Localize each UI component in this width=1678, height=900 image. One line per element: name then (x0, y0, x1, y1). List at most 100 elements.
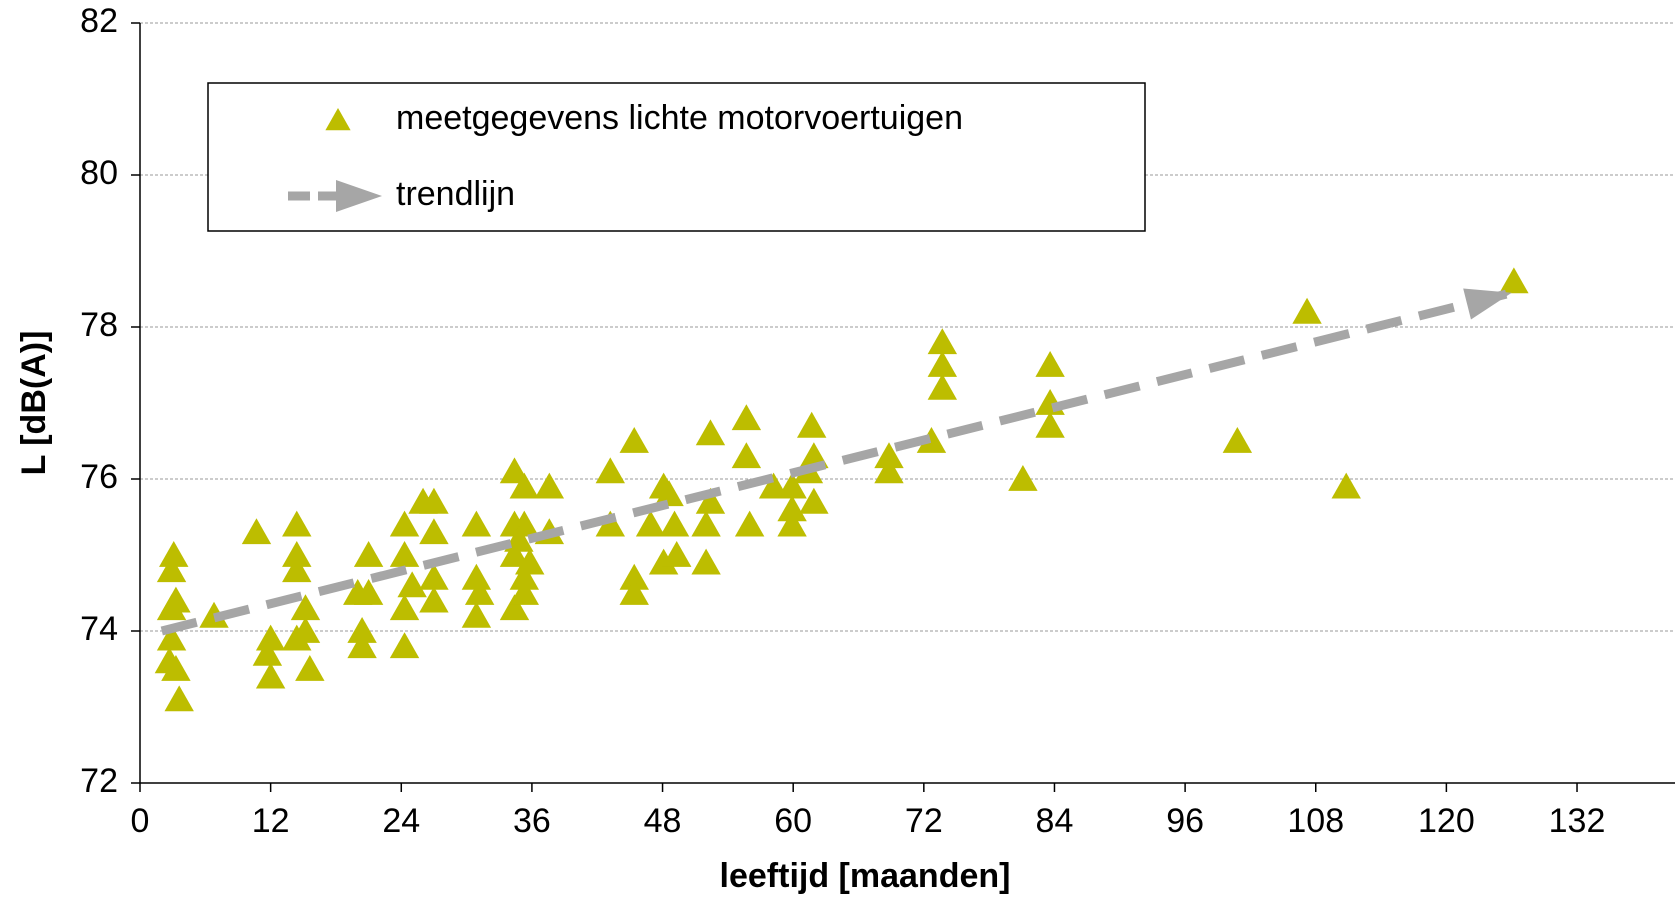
y-tick-label: 82 (80, 2, 118, 40)
data-point (662, 541, 692, 567)
data-point (777, 510, 807, 537)
legend-arrow (336, 180, 382, 212)
data-point (734, 510, 765, 537)
x-tick-label: 36 (513, 802, 551, 840)
data-point (161, 586, 191, 613)
data-point (282, 541, 312, 567)
data-point (695, 487, 726, 514)
x-tick-label: 0 (131, 802, 150, 840)
x-tick-label: 72 (905, 802, 943, 840)
legend: meetgegevens lichte motorvoertuigen trend… (207, 82, 1146, 232)
x-tick-label: 48 (644, 802, 682, 840)
data-point (691, 510, 721, 537)
y-tick-label: 78 (80, 306, 118, 344)
data-point (347, 617, 377, 643)
x-tick-label: 84 (1036, 802, 1074, 840)
data-point (1035, 411, 1065, 438)
x-tick-label: 132 (1549, 802, 1606, 840)
data-point (695, 419, 726, 446)
data-point (282, 556, 312, 583)
data-point (343, 579, 373, 605)
data-point (252, 639, 283, 666)
data-point (353, 541, 384, 567)
data-point (1499, 267, 1529, 294)
data-point (504, 525, 534, 552)
data-point (619, 427, 649, 453)
data-point (461, 563, 492, 590)
data-point (758, 472, 789, 499)
data-point (635, 510, 666, 537)
data-point (389, 632, 420, 659)
y-tick-label: 80 (80, 154, 118, 192)
data-point (777, 495, 807, 522)
data-point (1008, 465, 1038, 491)
x-tick-label: 96 (1166, 802, 1204, 840)
data-point (290, 594, 321, 621)
x-tick-label: 12 (252, 802, 290, 840)
data-point (1331, 472, 1361, 499)
x-tick-label: 120 (1418, 802, 1475, 840)
x-tick-label: 24 (382, 802, 420, 840)
data-point (156, 556, 187, 583)
y-tick-label: 76 (80, 458, 118, 496)
legend-label: trendlijn (396, 175, 515, 213)
data-point (874, 442, 904, 469)
data-point (461, 510, 492, 537)
x-tick-label: 108 (1287, 802, 1344, 840)
data-point (799, 487, 829, 514)
data-point (389, 594, 420, 621)
data-point (461, 601, 492, 628)
data-point (419, 487, 449, 514)
data-point (419, 563, 449, 590)
data-point (159, 541, 189, 567)
data-point (509, 472, 539, 499)
trend-line (160, 288, 1513, 636)
data-point (654, 480, 684, 507)
data-point (874, 457, 904, 484)
data-point (595, 510, 625, 537)
data-point (347, 632, 377, 659)
data-point (509, 579, 539, 605)
data-point (796, 411, 827, 438)
data-point (389, 541, 420, 567)
data-point (164, 685, 194, 712)
data-point (927, 328, 958, 355)
data-point (499, 457, 530, 484)
data-point (777, 472, 807, 499)
data-point (731, 404, 762, 431)
data-point (255, 624, 286, 651)
data-point (1035, 351, 1065, 377)
data-point (534, 472, 565, 499)
trend-arrow (1463, 288, 1512, 320)
data-point (295, 655, 325, 681)
data-point (156, 624, 187, 651)
y-tick-label: 74 (80, 610, 118, 648)
legend-box (207, 82, 1146, 232)
data-point (659, 510, 690, 537)
data-point (419, 518, 449, 545)
y-axis-label: L [dB(A)] (15, 331, 53, 476)
data-point (499, 541, 530, 567)
data-point (241, 518, 272, 545)
data-point (515, 548, 545, 575)
legend-marker (325, 108, 351, 131)
data-point (389, 510, 420, 537)
data-point (619, 579, 649, 605)
data-point (499, 594, 530, 621)
x-tick-label: 60 (774, 802, 812, 840)
y-tick-label: 72 (80, 762, 118, 800)
data-point (419, 586, 449, 613)
data-point (397, 571, 427, 598)
data-point (161, 655, 191, 681)
data-point (1292, 297, 1322, 324)
data-point (916, 427, 947, 453)
data-point (731, 442, 762, 469)
data-point (619, 563, 649, 590)
data-point (648, 548, 679, 575)
data-point (282, 624, 312, 651)
data-point (464, 579, 495, 605)
data-point (509, 563, 539, 590)
data-point (255, 662, 286, 689)
data-point (927, 373, 958, 400)
